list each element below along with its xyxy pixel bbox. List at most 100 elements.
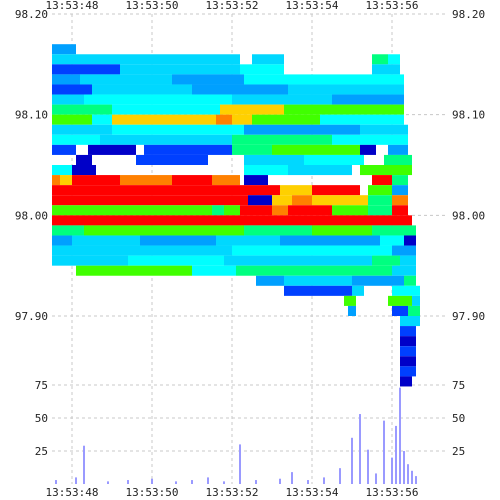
volume-bar — [403, 451, 405, 484]
volume-bar — [75, 477, 77, 484]
heat-cell — [332, 205, 368, 216]
heat-cell — [412, 295, 420, 306]
heat-cell — [320, 114, 404, 125]
heat-cell — [172, 175, 212, 186]
heat-cell — [368, 205, 392, 216]
volume-bar — [107, 481, 109, 484]
x-tick-label-top: 13:53:54 — [286, 0, 339, 12]
heat-cell — [52, 175, 60, 186]
heat-cell — [76, 154, 92, 165]
x-tick-label-top: 13:53:56 — [366, 0, 419, 12]
heat-cell — [256, 275, 284, 286]
heat-cell — [212, 175, 240, 186]
heat-cell — [140, 235, 216, 246]
heat-cell — [52, 225, 84, 236]
volume-bar — [223, 481, 225, 484]
heat-cell — [400, 376, 412, 387]
volume-bar — [415, 476, 417, 484]
heat-cell — [212, 205, 224, 216]
heat-cell — [400, 366, 416, 377]
heat-cell — [392, 175, 408, 186]
heat-cell — [252, 114, 320, 125]
heat-cell — [92, 84, 192, 95]
heat-cell — [392, 205, 408, 216]
heat-cell — [80, 74, 172, 85]
heat-cell — [392, 245, 416, 256]
heat-cell — [100, 134, 232, 145]
heat-cell — [388, 54, 400, 65]
heat-cell — [392, 195, 408, 206]
heat-cell — [52, 205, 212, 216]
heat-cell — [52, 185, 280, 196]
price-tick-label-left: 98.10 — [15, 109, 48, 122]
heat-cell — [368, 195, 392, 206]
heat-cell — [244, 225, 312, 236]
heat-cell — [52, 44, 76, 55]
volume-bar — [307, 480, 309, 484]
volume-bars — [55, 387, 417, 484]
heat-cell — [92, 114, 112, 125]
heat-cell — [344, 295, 356, 306]
heat-cell — [388, 295, 412, 306]
heat-cell — [372, 175, 392, 186]
price-tick-label-left: 97.90 — [15, 310, 48, 323]
volume-bar — [351, 437, 353, 484]
heat-cell — [52, 195, 232, 206]
volume-bar — [207, 477, 209, 484]
heat-cell — [60, 175, 72, 186]
volume-bar — [83, 445, 85, 484]
heat-cell — [100, 265, 192, 276]
heat-cell — [52, 124, 112, 135]
heat-cell — [216, 114, 232, 125]
heat-cell — [360, 165, 412, 176]
heat-cell — [224, 205, 240, 216]
heat-cell — [120, 175, 172, 186]
heat-cell — [380, 235, 404, 246]
heat-cell — [220, 104, 284, 115]
volume-tick-label-right: 75 — [452, 379, 465, 392]
price-tick-label-left: 98.00 — [15, 209, 48, 222]
heat-cell — [400, 356, 416, 367]
volume-tick-label-left: 50 — [35, 412, 48, 425]
volume-bar — [359, 414, 361, 484]
volume-bar — [175, 481, 177, 484]
heat-cell — [384, 154, 412, 165]
heat-cell — [392, 305, 408, 316]
heat-cell — [272, 195, 292, 206]
heat-cell — [232, 114, 252, 125]
heat-cell — [352, 285, 364, 296]
volume-bar — [279, 478, 281, 484]
heat-cell — [304, 154, 364, 165]
x-tick-label-bottom: 13:53:50 — [126, 486, 179, 499]
price-tick-label-right: 98.10 — [452, 109, 485, 122]
heat-cell — [244, 175, 268, 186]
heat-cell — [52, 134, 100, 145]
x-tick-label-top: 13:53:50 — [126, 0, 179, 12]
volume-bar — [375, 473, 377, 484]
heat-cell — [400, 336, 416, 347]
heat-cell — [52, 64, 120, 75]
heat-cell — [372, 225, 416, 236]
volume-bar — [395, 425, 397, 484]
heat-cell — [52, 144, 76, 155]
heat-cell — [144, 144, 232, 155]
heat-cell — [52, 54, 240, 65]
heat-cell — [84, 94, 232, 105]
heat-cell — [52, 94, 84, 105]
volume-bar — [407, 464, 409, 484]
price-tick-label-left: 98.20 — [15, 8, 48, 21]
volume-bar — [399, 387, 401, 484]
heat-cell — [232, 144, 272, 155]
volume-bar — [323, 477, 325, 484]
x-tick-label-bottom: 13:53:54 — [286, 486, 339, 499]
heat-cell — [52, 245, 232, 256]
heat-cell — [244, 154, 304, 165]
heat-cell — [52, 74, 80, 85]
volume-bar — [151, 478, 153, 484]
heat-cell — [52, 215, 412, 226]
heat-cell — [312, 195, 368, 206]
heat-cell — [348, 305, 356, 316]
price-tick-label-right: 98.00 — [452, 209, 485, 222]
heat-cell — [272, 205, 288, 216]
